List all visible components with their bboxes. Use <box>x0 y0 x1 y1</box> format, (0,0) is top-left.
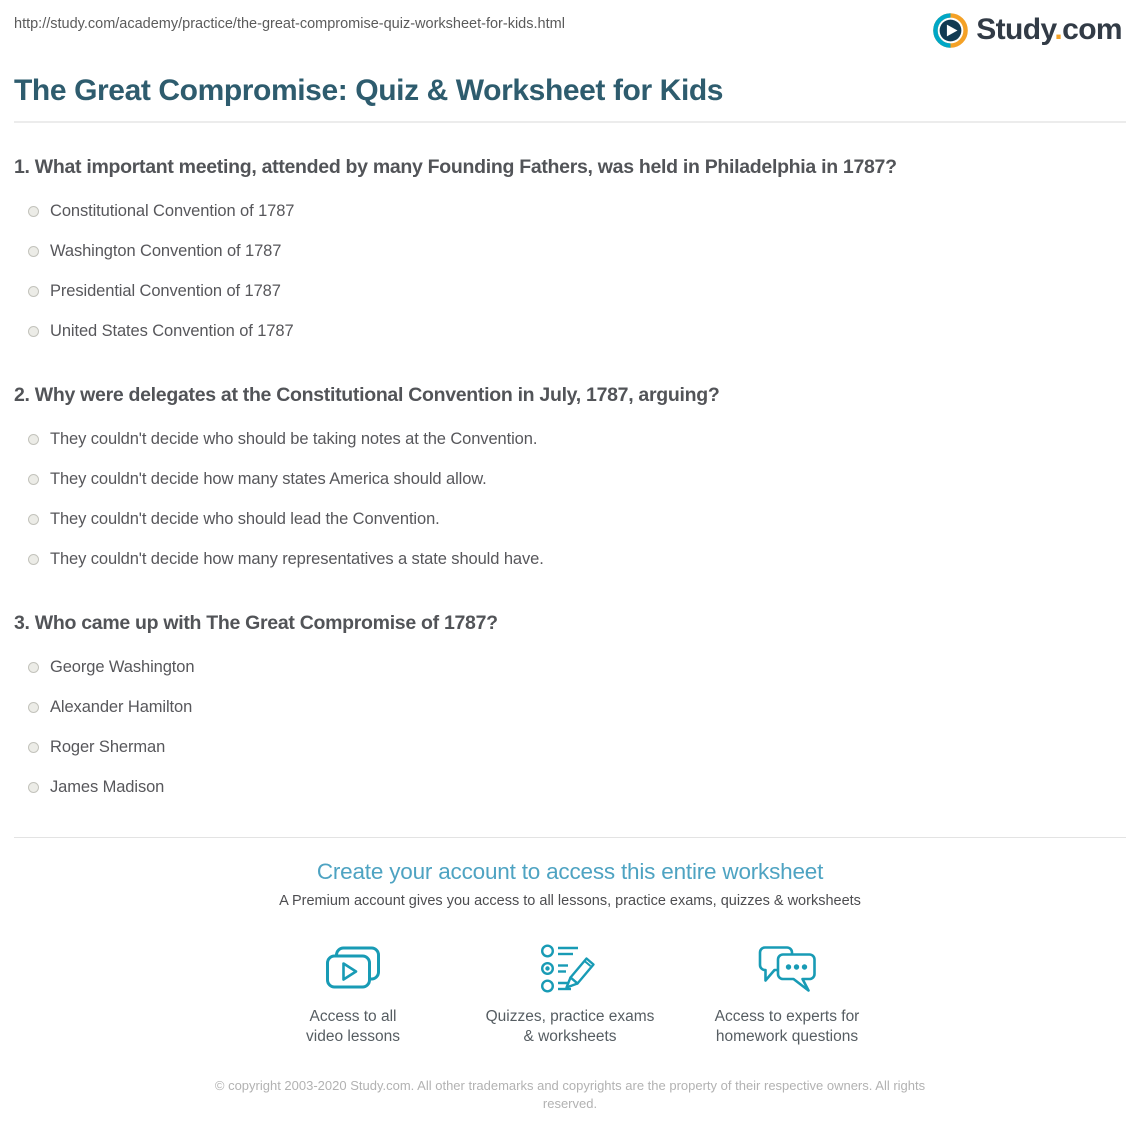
quiz-option[interactable]: George Washington <box>14 647 1126 687</box>
wordmark-dot: . <box>1054 13 1063 46</box>
radio-button[interactable] <box>28 781 39 793</box>
option-label[interactable]: George Washington <box>50 657 195 676</box>
feature-caption-line: Quizzes, practice exams <box>485 1008 655 1025</box>
radio-button[interactable] <box>28 661 39 673</box>
quiz-option[interactable]: Washington Convention of 1787 <box>14 231 1126 271</box>
features-row: Access to all video lessons <box>0 943 1140 1047</box>
option-label[interactable]: They couldn't decide who should be takin… <box>50 429 538 448</box>
question-block-2: 2. Why were delegates at the Constitutio… <box>14 383 1126 579</box>
quiz-option[interactable]: Presidential Convention of 1787 <box>14 271 1126 311</box>
quiz-option[interactable]: They couldn't decide who should be takin… <box>14 419 1126 459</box>
radio-button[interactable] <box>28 553 39 565</box>
radio-button[interactable] <box>28 205 39 217</box>
question-block-3: 3. Who came up with The Great Compromise… <box>14 611 1126 807</box>
feature-caption: Access to all video lessons <box>306 1007 400 1047</box>
radio-button[interactable] <box>28 741 39 753</box>
option-label[interactable]: Presidential Convention of 1787 <box>50 281 281 300</box>
question-block-1: 1. What important meeting, attended by m… <box>14 155 1126 351</box>
quiz-option[interactable]: They couldn't decide who should lead the… <box>14 499 1126 539</box>
option-label[interactable]: They couldn't decide how many representa… <box>50 549 544 568</box>
feature-homework-experts: Access to experts for homework questions <box>679 943 896 1047</box>
option-label[interactable]: They couldn't decide who should lead the… <box>50 509 440 528</box>
studycom-wordmark: Study.com <box>976 12 1122 48</box>
radio-button[interactable] <box>28 433 39 445</box>
option-label[interactable]: They couldn't decide how many states Ame… <box>50 469 487 488</box>
page-header: http://study.com/academy/practice/the-gr… <box>0 0 1140 48</box>
option-label[interactable]: United States Convention of 1787 <box>50 321 294 340</box>
radio-button[interactable] <box>28 701 39 713</box>
studycom-play-icon <box>933 12 969 48</box>
radio-button[interactable] <box>28 325 39 337</box>
option-label[interactable]: Constitutional Convention of 1787 <box>50 201 295 220</box>
options-list: They couldn't decide who should be takin… <box>14 419 1126 579</box>
options-list: George Washington Alexander Hamilton Rog… <box>14 647 1126 807</box>
cta-subheading: A Premium account gives you access to al… <box>279 893 861 909</box>
quiz-worksheet-icon <box>539 943 601 995</box>
quiz-option[interactable]: Roger Sherman <box>14 727 1126 767</box>
option-label[interactable]: Washington Convention of 1787 <box>50 241 282 260</box>
radio-button[interactable] <box>28 513 39 525</box>
option-label[interactable]: Roger Sherman <box>50 737 166 756</box>
source-url: http://study.com/academy/practice/the-gr… <box>14 16 565 32</box>
quiz-option[interactable]: James Madison <box>14 767 1126 807</box>
question-text: 3. Who came up with The Great Compromise… <box>14 612 498 634</box>
quiz-option[interactable]: They couldn't decide how many representa… <box>14 539 1126 579</box>
option-label[interactable]: James Madison <box>50 777 165 796</box>
studycom-logo[interactable]: Study.com <box>933 12 1123 48</box>
quiz-option[interactable]: United States Convention of 1787 <box>14 311 1126 351</box>
create-account-link[interactable]: Create your account to access this entir… <box>316 859 824 884</box>
cta-divider <box>14 837 1126 838</box>
quiz-option[interactable]: They couldn't decide how many states Ame… <box>14 459 1126 499</box>
feature-video-lessons: Access to all video lessons <box>245 943 462 1047</box>
feature-caption-line: homework questions <box>715 1028 859 1045</box>
feature-caption-line: Access to experts for <box>714 1008 860 1025</box>
radio-button[interactable] <box>28 473 39 485</box>
feature-caption: Quizzes, practice exams & worksheets <box>486 1007 655 1047</box>
copyright-text: © copyright 2003-2020 Study.com. All oth… <box>214 1078 926 1111</box>
quiz-option[interactable]: Constitutional Convention of 1787 <box>14 191 1126 231</box>
wordmark-com: com <box>1062 13 1122 46</box>
radio-button[interactable] <box>28 245 39 257</box>
feature-caption-line: Access to all <box>309 1008 397 1025</box>
experts-chat-icon <box>756 943 819 995</box>
question-text: 2. Why were delegates at the Constitutio… <box>14 384 720 406</box>
wordmark-study: Study <box>976 13 1055 46</box>
question-text: 1. What important meeting, attended by m… <box>14 156 897 178</box>
video-lessons-icon <box>324 943 382 995</box>
radio-button[interactable] <box>28 285 39 297</box>
quiz-option[interactable]: Alexander Hamilton <box>14 687 1126 727</box>
feature-caption-line: & worksheets <box>523 1028 617 1045</box>
feature-caption: Access to experts for homework questions <box>715 1007 860 1047</box>
feature-caption-line: video lessons <box>306 1028 400 1045</box>
feature-quizzes-worksheets: Quizzes, practice exams & worksheets <box>462 943 679 1047</box>
page-title: The Great Compromise: Quiz & Worksheet f… <box>14 74 724 107</box>
option-label[interactable]: Alexander Hamilton <box>50 697 193 716</box>
title-divider <box>14 121 1126 123</box>
options-list: Constitutional Convention of 1787 Washin… <box>14 191 1126 351</box>
